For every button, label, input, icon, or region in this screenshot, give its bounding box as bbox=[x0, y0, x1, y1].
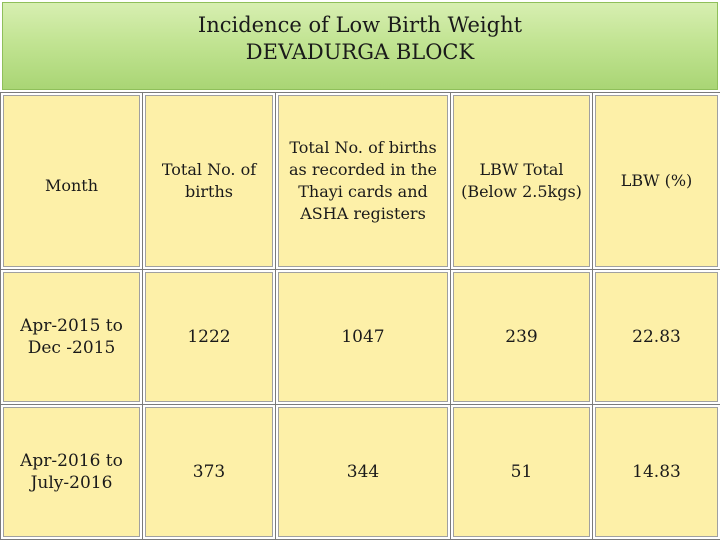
cell-lbw-percent: 14.83 bbox=[592, 404, 720, 540]
header-lbw-total: LBW Total (Below 2.5kgs) bbox=[450, 92, 593, 270]
header-recorded-births: Total No. of births as recorded in the T… bbox=[275, 92, 451, 270]
slide-subtitle: DEVADURGA BLOCK bbox=[245, 40, 475, 64]
header-total-births: Total No. of births bbox=[142, 92, 276, 270]
cell-month: Apr-2016 to July-2016 bbox=[0, 404, 143, 540]
header-row: Month Total No. of births Total No. of b… bbox=[0, 92, 720, 270]
table-row: Apr-2015 to Dec -2015 1222 1047 239 22.8… bbox=[0, 269, 720, 405]
cell-lbw-percent: 22.83 bbox=[592, 269, 720, 405]
slide-title: Incidence of Low Birth Weight bbox=[197, 13, 523, 37]
header-month: Month bbox=[0, 92, 143, 270]
title-banner: Incidence of Low Birth Weight DEVADURGA … bbox=[0, 0, 720, 92]
header-lbw-percent: LBW (%) bbox=[592, 92, 720, 270]
cell-recorded-births: 1047 bbox=[275, 269, 451, 405]
cell-recorded-births: 344 bbox=[275, 404, 451, 540]
cell-lbw-total: 51 bbox=[450, 404, 593, 540]
cell-total-births: 373 bbox=[142, 404, 276, 540]
lbw-table: Month Total No. of births Total No. of b… bbox=[0, 92, 720, 540]
data-table-container: Month Total No. of births Total No. of b… bbox=[0, 92, 720, 540]
table-row: Apr-2016 to July-2016 373 344 51 14.83 bbox=[0, 404, 720, 540]
cell-total-births: 1222 bbox=[142, 269, 276, 405]
cell-lbw-total: 239 bbox=[450, 269, 593, 405]
cell-month: Apr-2015 to Dec -2015 bbox=[0, 269, 143, 405]
